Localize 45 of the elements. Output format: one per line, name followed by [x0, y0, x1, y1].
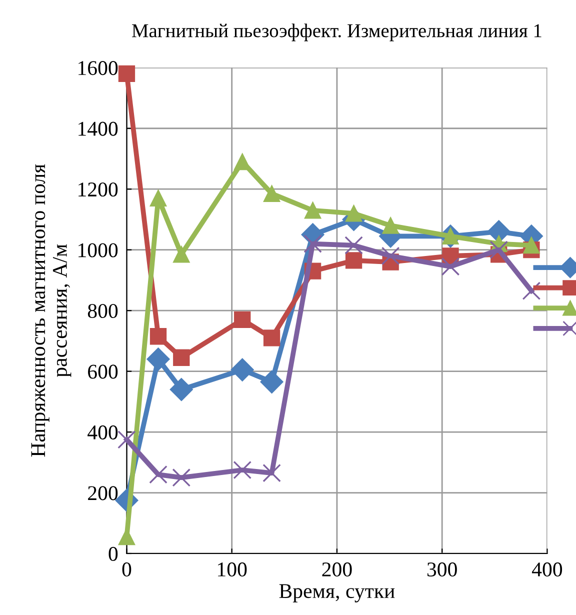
- y-tick-label: 1200: [78, 182, 118, 197]
- x-tick-label: 400: [532, 562, 562, 576]
- point: [149, 465, 168, 484]
- x-axis-title: Время, сутки: [279, 584, 395, 602]
- y-tick-label: 400: [88, 425, 118, 440]
- point: [382, 217, 399, 234]
- point: [263, 330, 280, 346]
- point: [172, 468, 191, 487]
- point: [146, 348, 170, 371]
- y-tick-label: 800: [88, 304, 118, 318]
- point: [522, 282, 541, 300]
- x-tick-label: 200: [322, 562, 352, 576]
- x-tick-label: 0: [122, 562, 132, 576]
- point: [523, 236, 540, 254]
- point: [170, 378, 193, 402]
- point: [230, 358, 254, 382]
- point: [234, 311, 251, 328]
- x-tick-label: 300: [427, 562, 457, 576]
- point: [345, 252, 362, 269]
- chart-title: Магнитный пьезоэффект. Измерительная линия 1: [132, 24, 542, 42]
- y-tick-label: 1000: [78, 243, 118, 258]
- point: [263, 185, 280, 202]
- y-tick-label: 200: [88, 486, 118, 500]
- point: [304, 202, 322, 219]
- y-tick-label: 1400: [78, 122, 118, 136]
- point: [262, 464, 281, 482]
- point: [441, 257, 460, 276]
- point: [304, 234, 322, 253]
- point: [118, 65, 136, 82]
- point: [490, 240, 508, 260]
- y-tick-label: 0: [108, 546, 118, 561]
- point: [150, 328, 167, 345]
- point: [381, 246, 400, 266]
- y-axis-title: Напряженность магнитного поля рассеяния, А/м: [31, 164, 72, 457]
- y-tick-label: 600: [88, 364, 118, 379]
- point: [233, 460, 252, 480]
- point: [344, 236, 363, 254]
- point: [150, 190, 167, 207]
- point: [173, 349, 190, 366]
- x-tick-label: 100: [218, 562, 247, 576]
- y-tick-label: 1600: [78, 61, 118, 76]
- point: [260, 370, 284, 394]
- point: [234, 153, 251, 170]
- point: [118, 430, 136, 449]
- point: [173, 246, 190, 263]
